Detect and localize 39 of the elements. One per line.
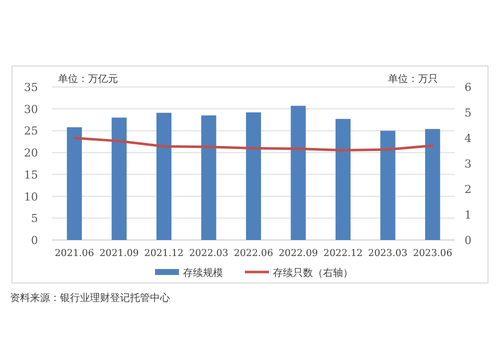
y-tick-label: 5 (31, 212, 38, 226)
line-series (73, 136, 434, 152)
y2-tick-label: 3 (464, 158, 472, 170)
x-tick-label: 2022.09 (278, 248, 318, 259)
y-axis-title: 单位：万亿元 (58, 73, 118, 85)
bar (246, 112, 261, 240)
x-tick-label: 2022.06 (234, 248, 274, 259)
y-tick-label: 30 (24, 102, 38, 116)
bar (425, 128, 440, 240)
y-tick-label: 20 (24, 146, 38, 160)
bar (156, 112, 172, 240)
bar (380, 130, 396, 240)
legend-label: 存续只数（右轴） (273, 267, 353, 279)
y2-tick-label: 4 (464, 132, 472, 145)
y2-tick-label: 1 (464, 208, 472, 222)
bar (336, 118, 351, 240)
y-tick-label: 25 (24, 124, 38, 138)
bar (112, 118, 127, 240)
x-tick-label: 2022.03 (189, 248, 228, 259)
y-tick-label: 15 (24, 168, 38, 182)
y2-tick-label: 2 (464, 183, 472, 196)
x-tick-label: 2022.12 (323, 248, 363, 259)
bar (290, 106, 306, 240)
x-tick-label: 2023.03 (368, 248, 408, 259)
bar (66, 127, 82, 240)
x-tick-label: 2021.12 (144, 248, 184, 259)
x-tick-label: 2021.09 (100, 248, 139, 259)
y2-axis-title: 单位：万只 (388, 73, 438, 85)
text: 资料来源：银行业理财登记托管中心 (10, 292, 170, 304)
y2-tick-label: 5 (464, 106, 472, 120)
y2-tick-label: 0 (464, 234, 472, 247)
y-tick-label: 10 (24, 190, 38, 204)
x-tick-label: 2021.06 (54, 248, 94, 259)
y-tick-label: 0 (31, 234, 38, 247)
x-tick-label: 2023.06 (412, 248, 452, 259)
bar (201, 115, 216, 240)
y2-tick-label: 6 (464, 81, 472, 94)
legend-label: 存续规模 (183, 267, 223, 279)
y-tick-label: 35 (24, 81, 38, 94)
